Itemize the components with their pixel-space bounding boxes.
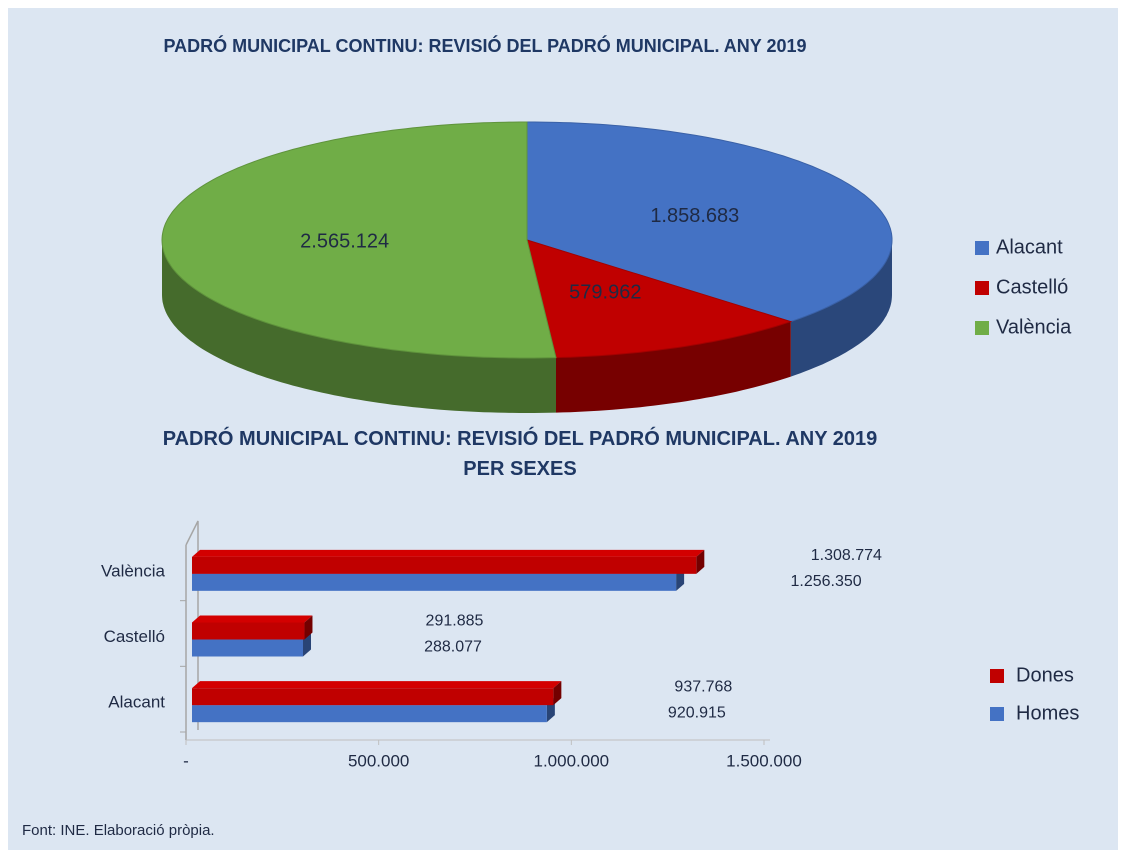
data-label: 2.565.124 xyxy=(300,231,389,253)
chart-title: PADRÓ MUNICIPAL CONTINU: REVISIÓ DEL PAD… xyxy=(163,36,807,56)
y-tick-label: València xyxy=(101,561,165,580)
legend-label: Alacant xyxy=(996,236,1063,258)
legend-swatch xyxy=(975,321,989,335)
data-label: 1.858.683 xyxy=(650,205,739,227)
legend-label: Dones xyxy=(1016,664,1074,686)
slice-side xyxy=(790,240,892,377)
bar-side xyxy=(304,615,313,640)
data-label: 288.077 xyxy=(424,639,482,656)
legend-swatch xyxy=(990,707,1004,721)
data-label: 1.308.774 xyxy=(811,547,882,564)
source-note: Font: INE. Elaboració pròpia. xyxy=(22,822,215,839)
bar xyxy=(192,556,697,574)
bar-side xyxy=(696,549,705,574)
legend-swatch xyxy=(975,281,989,295)
x-tick-label: 1.000.000 xyxy=(534,751,610,770)
bar xyxy=(192,688,554,706)
y-tick-label: Castelló xyxy=(104,627,165,646)
legend-swatch xyxy=(975,241,989,255)
bar xyxy=(192,573,677,591)
x-tick-label: 500.000 xyxy=(348,751,409,770)
bar xyxy=(192,622,305,640)
data-label: 937.768 xyxy=(674,678,732,695)
pie-slice xyxy=(161,121,557,359)
legend-label: Castelló xyxy=(996,276,1068,298)
bar-top xyxy=(192,549,705,557)
legend-label: Homes xyxy=(1016,702,1079,724)
bar xyxy=(192,705,547,723)
bar xyxy=(192,639,304,657)
slice-side xyxy=(556,321,791,413)
pie-slice xyxy=(526,121,893,323)
x-tick-label: - xyxy=(183,751,189,770)
slice-side xyxy=(162,240,556,413)
bar-top xyxy=(192,681,562,689)
axis-wall xyxy=(185,520,199,740)
data-label: 920.915 xyxy=(668,704,726,721)
data-label: 579.962 xyxy=(569,282,641,304)
x-tick-label: 1.500.000 xyxy=(726,751,802,770)
legend-label: València xyxy=(996,316,1072,338)
y-tick-label: Alacant xyxy=(108,693,165,712)
chart-title: PADRÓ MUNICIPAL CONTINU: REVISIÓ DEL PAD… xyxy=(162,428,878,480)
data-label: 1.256.350 xyxy=(791,573,862,590)
legend-swatch xyxy=(990,669,1004,683)
pie-slice xyxy=(526,239,793,359)
bar-top xyxy=(192,615,313,623)
data-label: 291.885 xyxy=(426,613,484,630)
bar-side xyxy=(553,681,562,706)
